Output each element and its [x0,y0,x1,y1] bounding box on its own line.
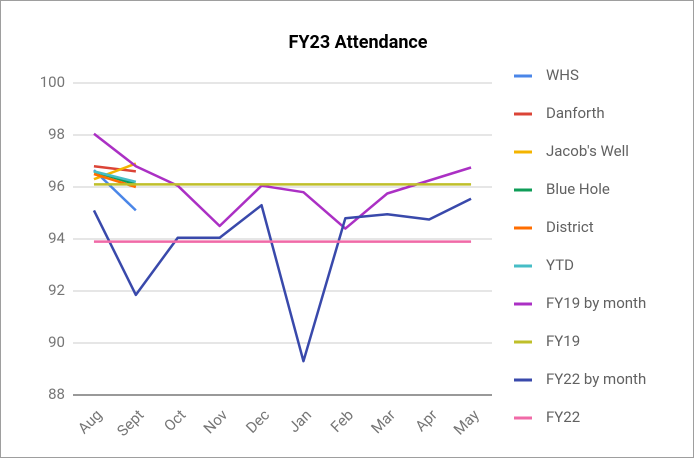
legend-label: FY22 [546,408,580,426]
y-tick-label: 90 [48,333,65,351]
y-tick-label: 88 [48,385,65,403]
series-line [93,132,472,230]
y-tick-label: 100 [40,73,65,91]
legend-label: Jacob's Well [546,142,629,160]
y-tick-label: 98 [48,125,65,143]
legend-label: Danforth [546,104,605,122]
series-line [93,164,137,173]
series-line [92,197,472,363]
legend-label: FY19 [546,332,580,350]
legend-label: FY22 by month [546,370,646,388]
legend-label: YTD [546,256,574,274]
series-line [93,170,137,184]
legend-label: FY19 by month [546,294,646,312]
legend-label: WHS [546,66,579,84]
y-tick-label: 96 [48,177,65,195]
chart-title: FY23 Attendance [288,32,427,53]
y-tick-label: 94 [48,229,65,247]
legend-label: Blue Hole [546,180,610,198]
y-tick-label: 92 [48,281,65,299]
legend-label: District [546,218,594,236]
